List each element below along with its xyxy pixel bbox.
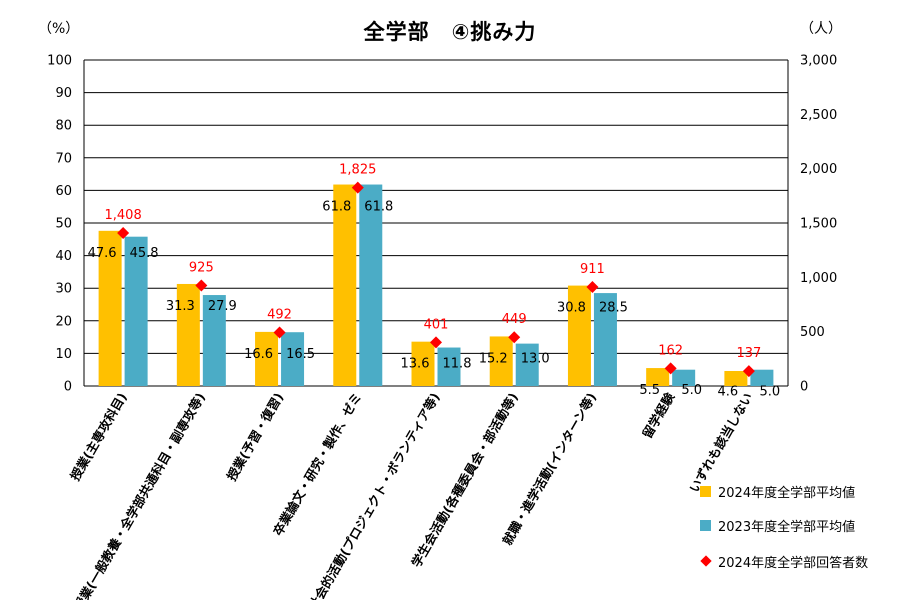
data-label-2024: 47.6: [88, 246, 117, 261]
category-label: 授業(予習・復習): [224, 390, 286, 483]
data-label-2023: 27.9: [208, 299, 237, 314]
data-label-2024: 4.6: [718, 385, 739, 400]
category-label: 授業(一般教養・全学部共通科目・副専攻等): [70, 390, 207, 600]
respondent-label: 911: [580, 262, 605, 277]
right-axis-unit: （人）: [800, 21, 842, 37]
respondent-marker: [664, 362, 677, 375]
bar-2023: [124, 236, 148, 386]
category-label: 就職・進学活動(インターン等): [499, 390, 599, 548]
data-label-2023: 28.5: [599, 301, 628, 316]
data-label-2024: 15.2: [479, 351, 508, 366]
bar-2023: [437, 347, 461, 386]
legend-label-2023-avg: 2023年度全学部平均値: [718, 519, 856, 535]
respondent-marker: [117, 226, 130, 239]
respondent-label: 925: [189, 260, 214, 275]
left-axis-unit: （%）: [38, 21, 80, 37]
bar-2023: [202, 295, 226, 386]
category-label: いずれも該当しない: [686, 390, 755, 495]
bar-2024: [176, 283, 200, 386]
y-left-tick-label: 20: [55, 314, 72, 329]
respondent-label: 137: [736, 346, 761, 361]
legend-diamond-icon: [700, 555, 712, 567]
legend-swatch-2023: [700, 519, 711, 531]
respondent-marker: [508, 331, 521, 344]
respondent-label: 1,408: [105, 208, 142, 223]
category-label: 卒業論文・研究・製作、ゼミ: [270, 390, 364, 538]
data-label-2023: 13.0: [521, 351, 550, 366]
data-label-2023: 5.0: [681, 383, 702, 398]
y-right-tick-label: 1,500: [800, 217, 837, 232]
data-label-2023: 61.8: [364, 200, 393, 215]
y-right-tick-label: 1,000: [800, 271, 837, 286]
y-left-tick-label: 90: [55, 86, 72, 101]
category-label: 授業(主専攻科目): [67, 390, 129, 483]
y-left-tick-label: 30: [55, 282, 72, 297]
y-left-tick-label: 50: [55, 217, 72, 232]
data-label-2023: 5.0: [760, 385, 781, 400]
y-right-tick-label: 500: [800, 325, 825, 340]
data-label-2023: 11.8: [443, 357, 472, 372]
y-left-tick-label: 70: [55, 151, 72, 166]
bar-2023: [593, 293, 617, 386]
y-right-tick-label: 3,000: [800, 54, 837, 69]
y-left-tick-label: 10: [55, 347, 72, 362]
y-left-tick-label: 100: [47, 54, 72, 69]
y-right-tick-label: 0: [800, 380, 808, 395]
bar-2024: [567, 285, 591, 386]
data-label-2024: 16.6: [244, 347, 273, 362]
legend-item-2024-avg: 2024年度全学部平均値: [700, 481, 855, 501]
bar-2023: [515, 343, 539, 386]
bar-2024: [411, 341, 435, 386]
respondent-marker: [195, 279, 208, 292]
bar-2023: [750, 369, 774, 386]
bar-2024: [333, 184, 357, 386]
chart-title: 全学部 ④挑み力: [363, 20, 537, 44]
y-left-tick-label: 80: [55, 119, 72, 134]
bar-2023: [281, 332, 305, 386]
data-label-2024: 30.8: [557, 301, 586, 316]
bar-2024: [98, 230, 122, 386]
legend-item-2023-avg: 2023年度全学部平均値: [700, 515, 855, 535]
legend-label-respondents: 2024年度全学部回答者数: [718, 555, 869, 571]
bar-2024: [489, 336, 513, 386]
respondent-label: 492: [267, 308, 292, 323]
bar-2023: [359, 184, 383, 386]
respondent-marker: [586, 281, 599, 294]
respondent-label: 162: [658, 343, 683, 358]
data-label-2023: 45.8: [130, 246, 159, 261]
y-right-tick-label: 2,000: [800, 162, 837, 177]
data-label-2024: 61.8: [322, 200, 351, 215]
bar-2023: [672, 369, 696, 386]
respondent-marker: [351, 181, 364, 194]
y-right-tick-label: 2,500: [800, 108, 837, 123]
bar-2024: [724, 371, 748, 386]
respondent-marker: [430, 336, 442, 349]
y-left-tick-label: 40: [55, 249, 72, 264]
legend-item-respondents: 2024年度全学部回答者数: [700, 551, 868, 571]
legend-swatch-2024: [700, 485, 711, 497]
data-label-2024: 5.5: [639, 383, 660, 398]
legend-label-2024-avg: 2024年度全学部平均値: [718, 485, 856, 501]
respondent-label: 449: [502, 312, 527, 327]
respondent-marker: [273, 326, 286, 339]
respondent-label: 401: [424, 317, 449, 332]
data-label-2023: 16.5: [286, 347, 315, 362]
bar-2024: [255, 331, 279, 386]
data-label-2024: 13.6: [401, 357, 430, 372]
y-left-tick-label: 60: [55, 184, 72, 199]
respondent-label: 1,825: [339, 163, 376, 178]
bar-2024: [646, 368, 670, 386]
data-label-2024: 31.3: [166, 299, 195, 314]
y-left-tick-label: 0: [64, 380, 72, 395]
respondent-marker: [742, 365, 755, 378]
